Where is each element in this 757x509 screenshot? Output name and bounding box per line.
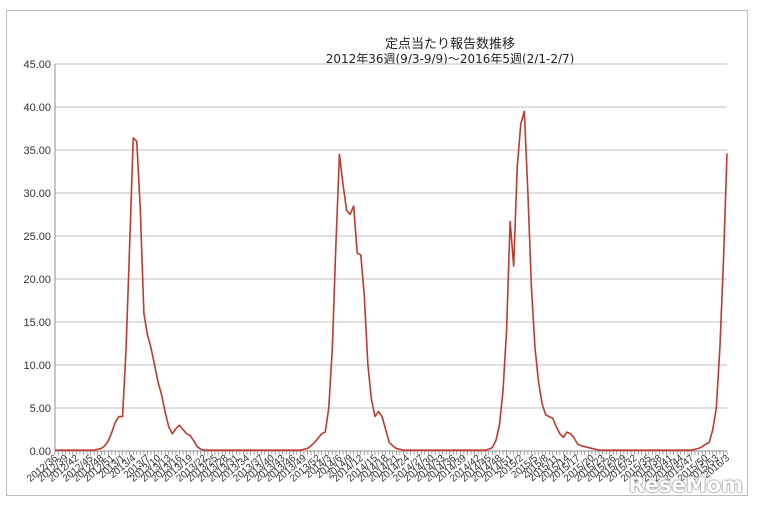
y-tick-label: 40.00 bbox=[23, 102, 51, 114]
chart-title: 定点当たり報告数推移 bbox=[384, 37, 515, 52]
y-tick-label: 25.00 bbox=[23, 231, 51, 243]
y-tick-label: 30.00 bbox=[23, 188, 51, 200]
y-tick-label: 45.00 bbox=[23, 59, 51, 71]
watermark-logo: ReseMom bbox=[628, 473, 743, 497]
chart-subtitle: 2012年36週(9/3-9/9)～2016年5週(2/1-2/7) bbox=[325, 52, 575, 66]
y-tick-label: 5.00 bbox=[30, 403, 51, 415]
series-line bbox=[55, 110, 728, 451]
y-tick-label: 10.00 bbox=[23, 360, 51, 372]
y-tick-label: 35.00 bbox=[23, 145, 51, 157]
y-tick-label: 0.00 bbox=[30, 446, 51, 458]
y-tick-label: 20.00 bbox=[23, 274, 51, 286]
y-tick-label: 15.00 bbox=[23, 317, 51, 329]
chart-border bbox=[6, 10, 748, 496]
